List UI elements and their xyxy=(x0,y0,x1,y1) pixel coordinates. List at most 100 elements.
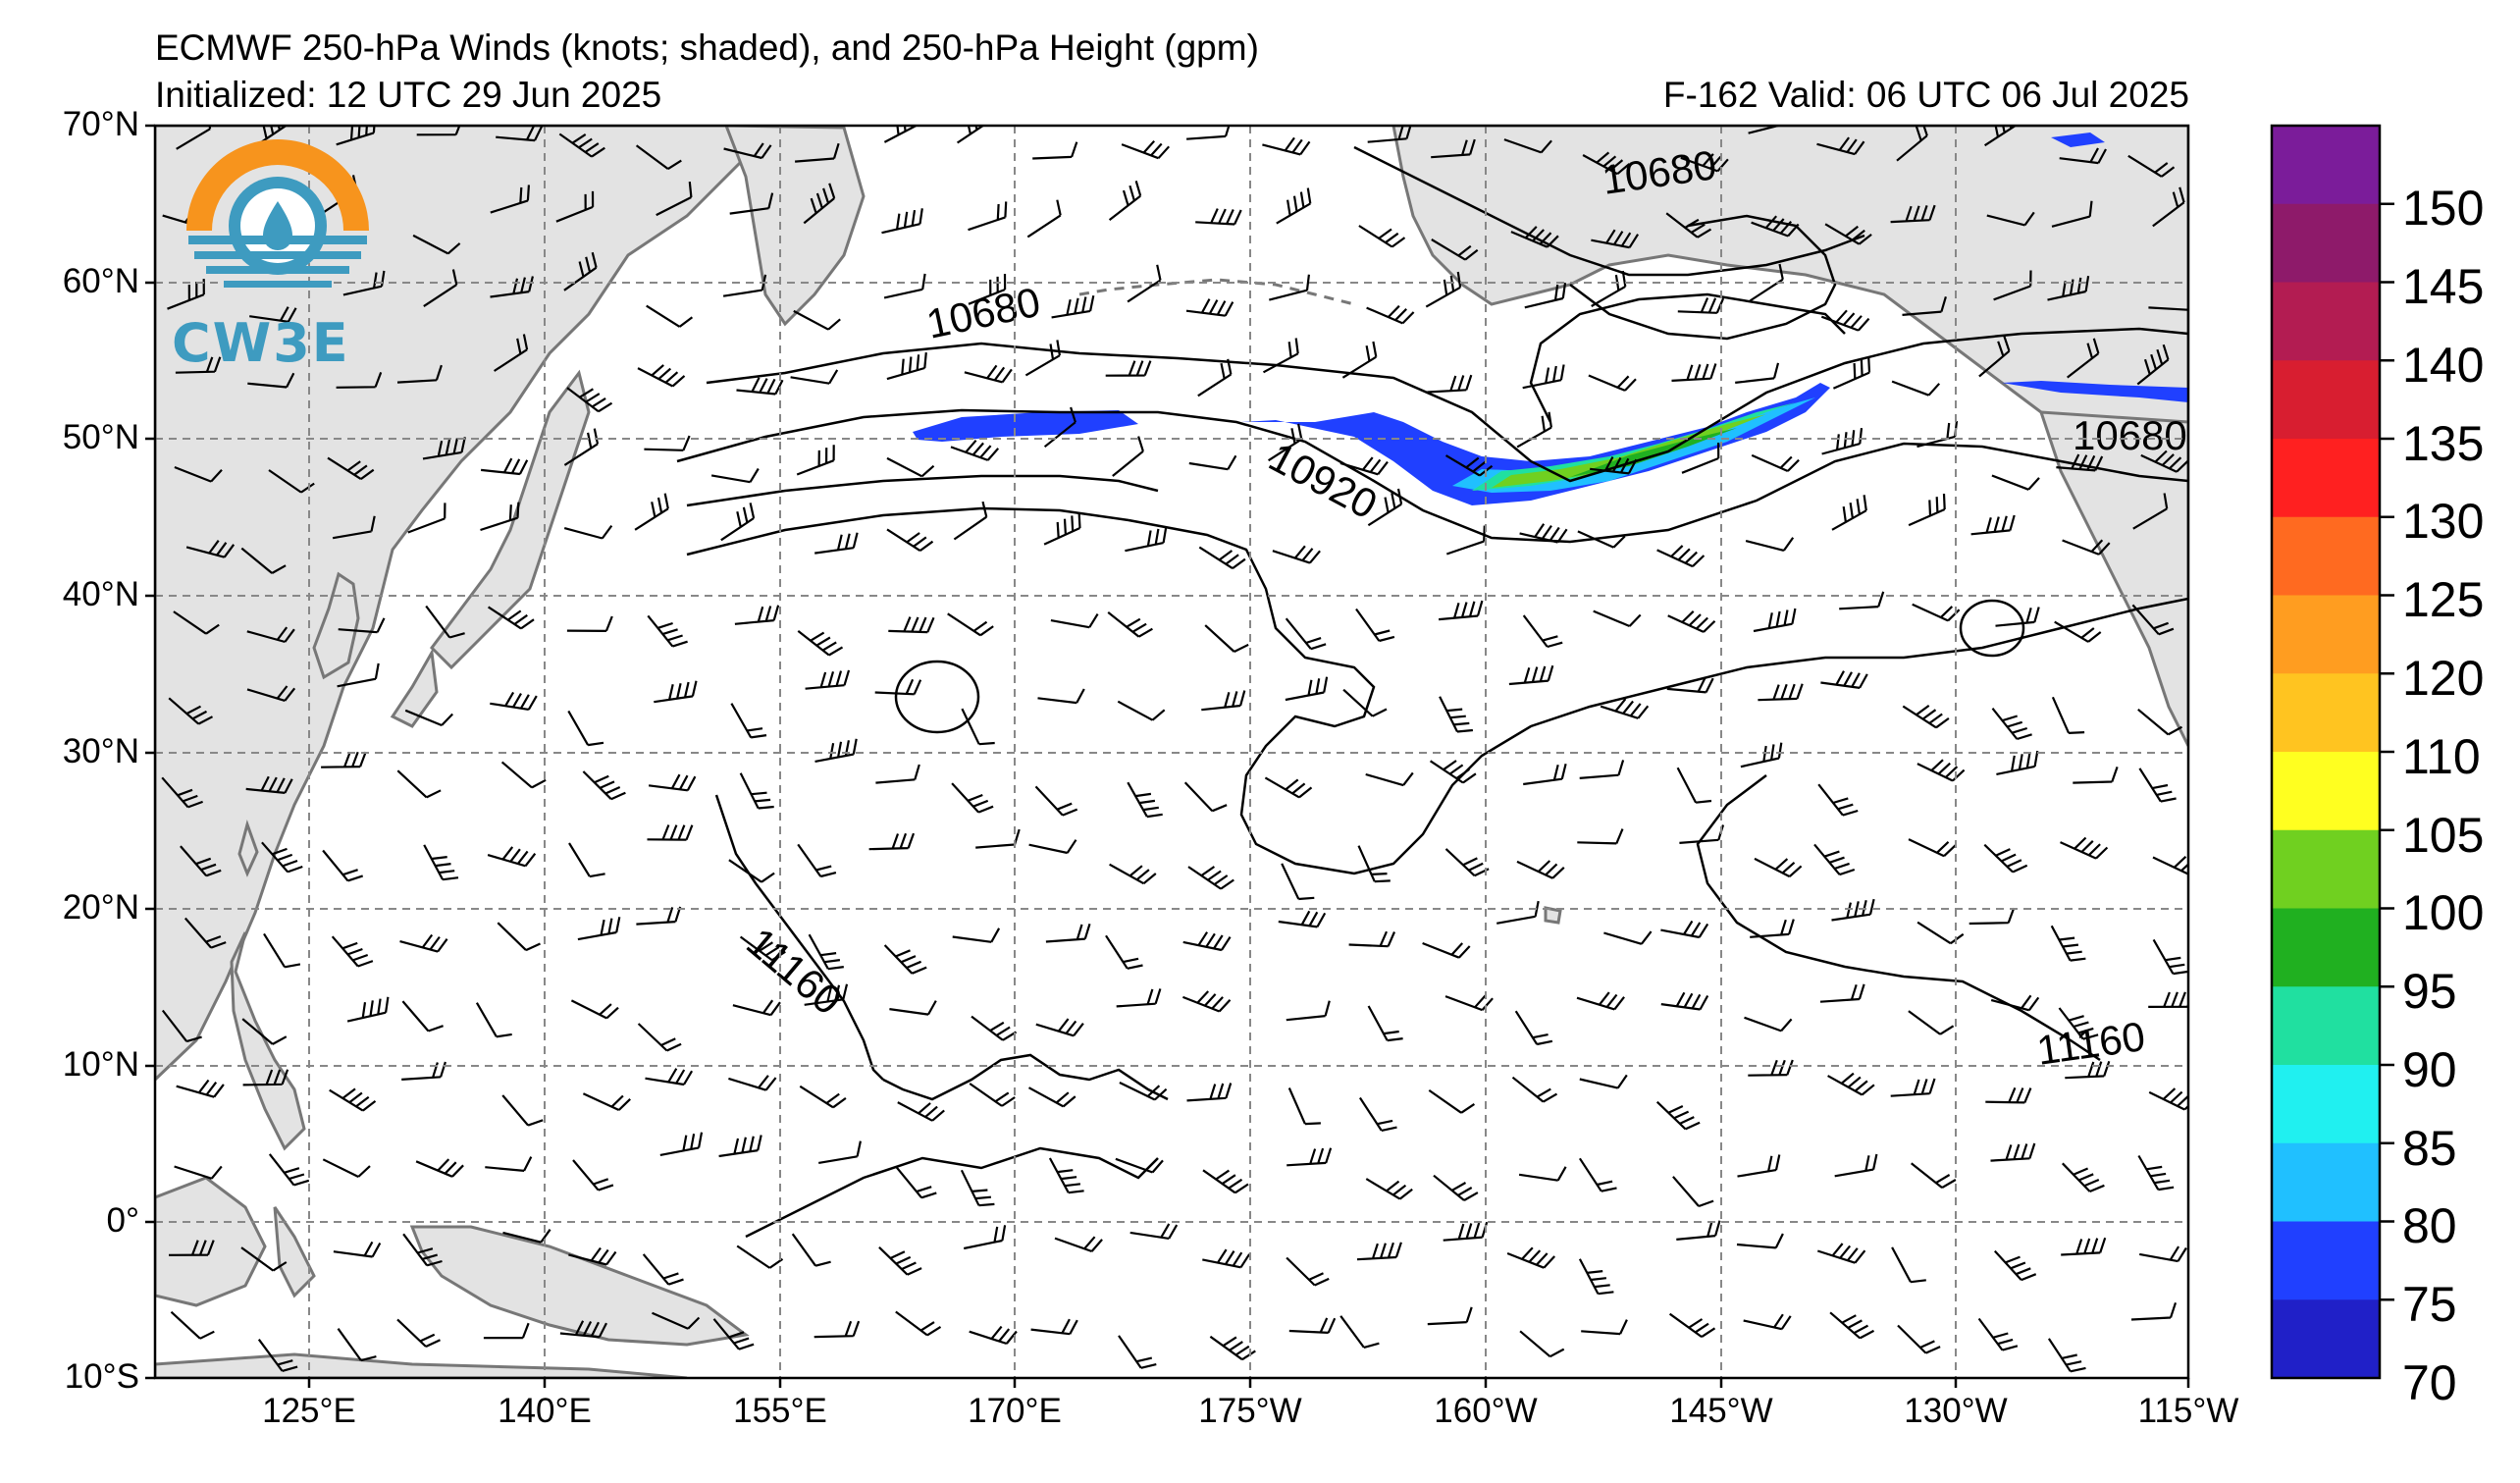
wind-barb xyxy=(1751,215,1800,238)
wind-barb xyxy=(1991,708,2032,741)
wind-barb xyxy=(1445,525,1486,556)
wind-barb xyxy=(496,126,544,142)
colorbar-segment xyxy=(2272,1065,2380,1144)
wind-barb xyxy=(1890,1078,1936,1097)
wind-barb xyxy=(563,524,613,540)
wind-barb xyxy=(1829,1311,1875,1340)
wind-barb xyxy=(490,185,530,214)
wind-barb xyxy=(1902,295,1947,316)
wind-barb xyxy=(1037,688,1085,705)
wind-barb xyxy=(961,708,995,746)
wind-barb xyxy=(2061,1237,2107,1256)
colorbar-segment xyxy=(2272,516,2380,596)
wind-barb xyxy=(1117,700,1166,721)
colorbar-segment xyxy=(2272,595,2380,674)
wind-barb xyxy=(886,351,927,381)
wind-barb xyxy=(730,703,767,739)
wind-barb xyxy=(1519,1330,1565,1358)
wind-barb xyxy=(1666,676,1714,694)
wind-barb xyxy=(1286,1000,1331,1022)
wind-barb xyxy=(1820,670,1868,689)
wind-barb xyxy=(2051,696,2085,734)
wind-barb xyxy=(1429,760,1477,784)
wind-barb xyxy=(1744,1016,1793,1033)
colorbar-label: 105 xyxy=(2402,808,2485,863)
wind-barb xyxy=(412,234,461,255)
wind-barb xyxy=(1050,613,1099,629)
gridlines xyxy=(155,126,2188,1378)
lat-label: 50°N xyxy=(62,418,139,456)
wind-barb xyxy=(568,1246,617,1266)
wind-barb xyxy=(1358,1096,1397,1132)
wind-barb xyxy=(1443,1221,1489,1242)
wind-barb xyxy=(268,1153,310,1187)
wind-barb xyxy=(494,334,529,372)
wind-barb xyxy=(1195,208,1242,226)
wind-barb xyxy=(1109,863,1157,885)
wind-barb xyxy=(883,126,919,143)
wind-barb xyxy=(1269,274,1310,301)
lat-label: 10°S xyxy=(64,1357,139,1396)
wind-barb xyxy=(2073,767,2119,784)
wind-barb xyxy=(502,1229,551,1244)
wind-barb xyxy=(805,669,851,690)
wind-barb xyxy=(796,445,835,476)
wind-barb xyxy=(728,1075,777,1091)
wind-barb xyxy=(1827,1072,1875,1096)
wind-barb xyxy=(803,183,836,225)
wind-barb xyxy=(475,1002,512,1038)
wind-barb xyxy=(1834,1153,1878,1178)
wind-barb xyxy=(659,1132,704,1156)
wind-barb xyxy=(1431,238,1479,261)
wind-barb xyxy=(2060,836,2109,860)
colorbar-segment xyxy=(2272,1142,2380,1222)
wind-barb xyxy=(582,770,626,801)
wind-barb xyxy=(1839,591,1885,610)
wind-barb xyxy=(1281,863,1315,901)
wind-barb xyxy=(2054,620,2102,643)
wind-barb xyxy=(396,364,443,384)
wind-barb xyxy=(1985,1086,2032,1104)
wind-barb xyxy=(1668,1312,1716,1339)
wind-barb xyxy=(1186,1083,1233,1102)
wind-barb xyxy=(1911,1162,1957,1190)
wind-barb xyxy=(582,1092,631,1111)
wind-barb xyxy=(337,1328,377,1362)
wind-barb xyxy=(1750,919,1795,938)
wind-barb xyxy=(652,1311,701,1330)
wind-barb xyxy=(2065,1060,2111,1080)
colorbar-segment xyxy=(2272,673,2380,753)
wind-barb xyxy=(897,1101,945,1122)
wind-barb xyxy=(889,1000,937,1016)
wind-barb xyxy=(401,1000,444,1033)
valid-time: F-162 Valid: 06 UTC 06 Jul 2025 xyxy=(1662,75,2189,115)
wind-barb xyxy=(336,126,376,146)
wind-barb xyxy=(1188,454,1237,471)
wind-barb xyxy=(1428,1088,1476,1114)
wind-barb xyxy=(797,630,844,657)
wind-barb xyxy=(1748,1059,1794,1077)
wind-barb xyxy=(1831,495,1867,531)
wind-barb xyxy=(1444,994,1494,1012)
wind-barb xyxy=(487,846,537,868)
wind-barb xyxy=(1735,362,1780,384)
wind-barb xyxy=(1603,930,1653,945)
wind-barb xyxy=(1339,1315,1380,1349)
wind-barb xyxy=(185,540,236,558)
wind-barb xyxy=(422,437,466,460)
wind-barb xyxy=(1655,1100,1701,1131)
colorbar xyxy=(2272,126,2394,1379)
wind-barb xyxy=(736,377,784,396)
wind-barb xyxy=(1908,493,1946,527)
wind-barb xyxy=(2136,344,2170,386)
wind-barb xyxy=(1051,294,1095,319)
wind-barb xyxy=(1996,750,2039,775)
colorbar-segment xyxy=(2272,986,2380,1066)
wind-barb xyxy=(960,1169,995,1207)
wind-barb xyxy=(1740,742,1783,768)
wind-barb xyxy=(1276,187,1312,225)
wind-barb xyxy=(1030,1318,1078,1336)
wind-barb xyxy=(1817,783,1859,817)
wind-barb xyxy=(635,144,682,171)
wind-barb xyxy=(241,1018,288,1045)
